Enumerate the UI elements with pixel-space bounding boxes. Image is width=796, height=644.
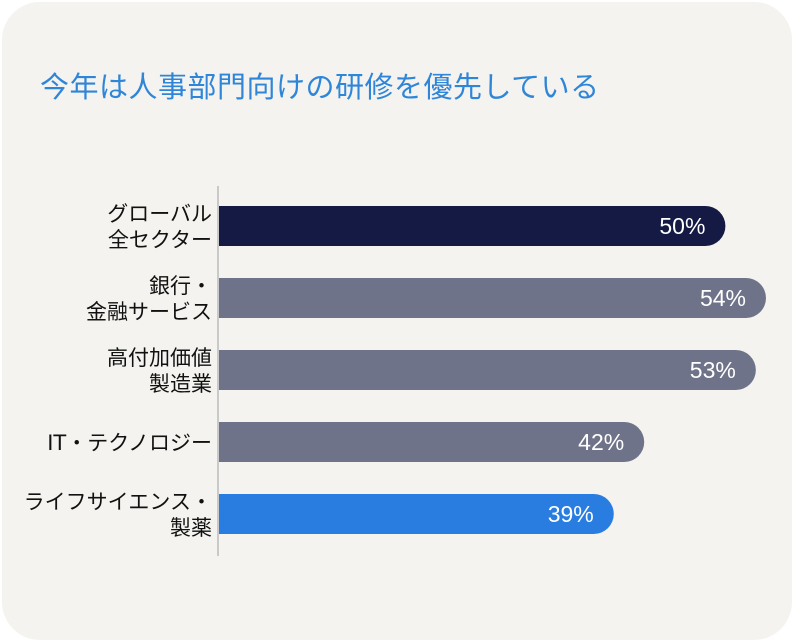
category-label-line: 金融サービス	[86, 300, 212, 324]
bar-3	[219, 350, 756, 390]
category-label-line: 製造業	[149, 372, 212, 396]
chart-title: 今年は人事部門向けの研修を優先している	[40, 70, 600, 104]
category-label-line: 製薬	[170, 516, 212, 540]
category-label-line: 銀行・	[149, 274, 212, 298]
bar-2	[219, 278, 766, 318]
category-label-5: ライフサイエンス・製薬	[24, 490, 212, 540]
bar-5	[219, 494, 614, 534]
category-label-3: 高付加価値製造業	[107, 346, 212, 396]
category-label-line: 高付加価値	[107, 346, 212, 370]
category-label-2: 銀行・金融サービス	[86, 274, 212, 324]
value-label-5: 39%	[548, 501, 594, 527]
bar-4	[219, 422, 645, 462]
category-label-line: IT・テクノロジー	[47, 431, 212, 455]
category-label-line: グローバル	[107, 202, 212, 226]
category-label-line: 全セクター	[108, 228, 212, 252]
category-label-line: ライフサイエンス・	[24, 490, 212, 514]
category-label-4: IT・テクノロジー	[47, 431, 212, 455]
value-label-3: 53%	[690, 357, 736, 383]
value-label-1: 50%	[659, 213, 705, 239]
value-label-2: 54%	[700, 285, 746, 311]
bar-1	[219, 206, 726, 246]
category-label-1: グローバル全セクター	[107, 202, 212, 252]
value-label-4: 42%	[578, 429, 624, 455]
